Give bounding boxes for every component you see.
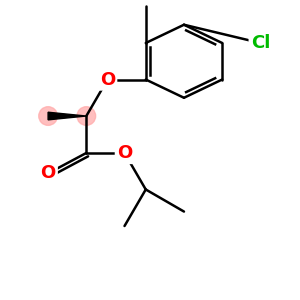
Circle shape <box>39 107 57 125</box>
Circle shape <box>77 107 96 125</box>
Text: O: O <box>40 164 56 182</box>
Text: O: O <box>100 70 115 88</box>
Text: O: O <box>117 144 132 162</box>
Text: Cl: Cl <box>251 34 270 52</box>
Polygon shape <box>48 112 86 120</box>
